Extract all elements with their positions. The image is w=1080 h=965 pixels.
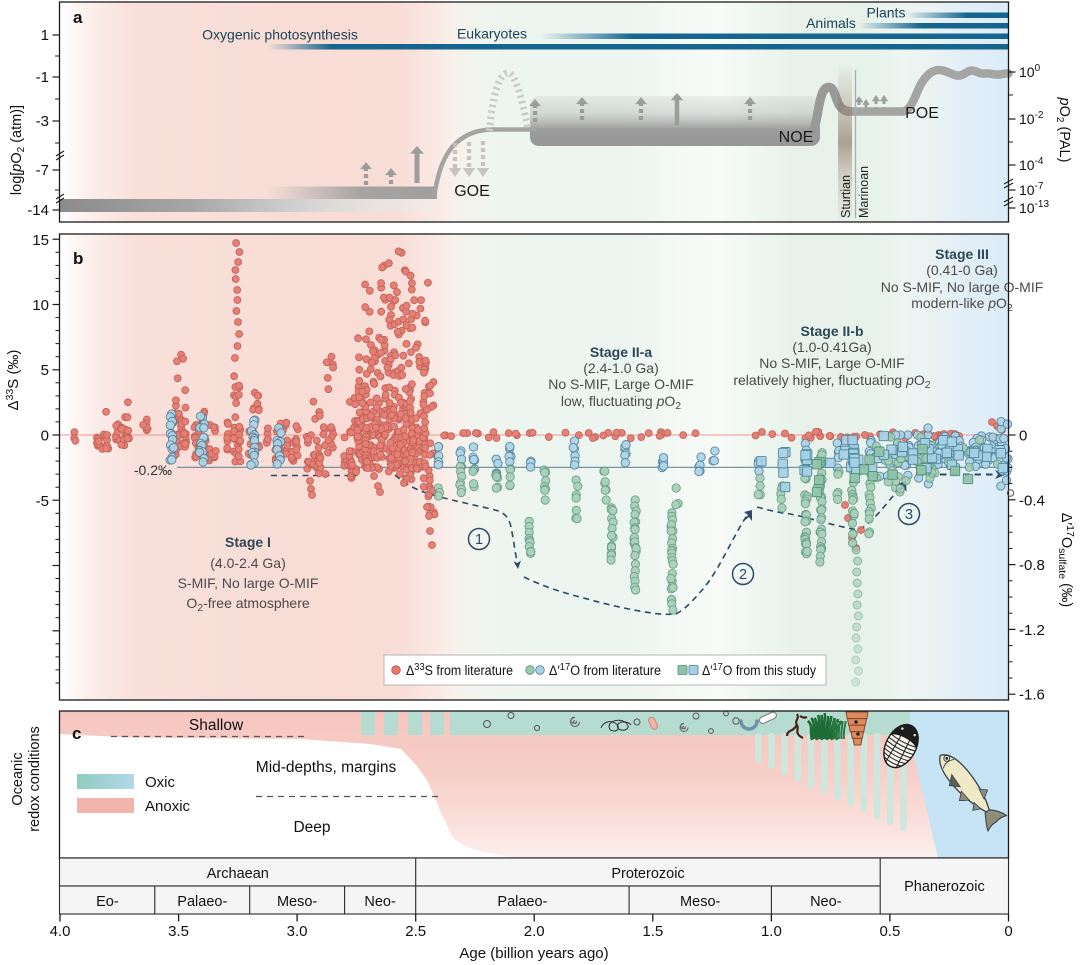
svg-text:Oceanicredox conditions: Oceanicredox conditions bbox=[10, 726, 43, 832]
svg-text:2.0: 2.0 bbox=[524, 923, 545, 940]
svg-text:4.0: 4.0 bbox=[50, 923, 71, 940]
svg-text:Eukaryotes: Eukaryotes bbox=[457, 26, 527, 42]
svg-text:Δ′17O from literature: Δ′17O from literature bbox=[549, 662, 661, 678]
svg-text:Stage II-b: Stage II-b bbox=[800, 323, 863, 339]
svg-text:a: a bbox=[73, 8, 83, 27]
svg-text:pO2 (PAL): pO2 (PAL) bbox=[1054, 97, 1072, 163]
svg-text:GOE: GOE bbox=[454, 183, 490, 200]
svg-text:-0.2‰: -0.2‰ bbox=[134, 462, 172, 478]
svg-text:-14: -14 bbox=[27, 202, 49, 219]
svg-text:Oxygenic photosynthesis: Oxygenic photosynthesis bbox=[202, 27, 358, 43]
svg-text:Palaeo-: Palaeo- bbox=[497, 894, 547, 910]
svg-text:1: 1 bbox=[475, 532, 483, 548]
svg-text:Marinoan: Marinoan bbox=[857, 166, 871, 218]
svg-text:(2.4-1.0 Ga): (2.4-1.0 Ga) bbox=[583, 360, 658, 376]
svg-text:2.5: 2.5 bbox=[405, 923, 426, 940]
svg-text:Sturtian: Sturtian bbox=[839, 175, 853, 218]
svg-text:Stage I: Stage I bbox=[225, 534, 271, 550]
svg-text:(4.0-2.4 Ga): (4.0-2.4 Ga) bbox=[210, 555, 285, 571]
svg-text:Proterozoic: Proterozoic bbox=[611, 866, 684, 882]
svg-text:10: 10 bbox=[32, 297, 49, 314]
svg-text:3.5: 3.5 bbox=[168, 923, 189, 940]
svg-text:0.5: 0.5 bbox=[879, 923, 900, 940]
svg-text:15: 15 bbox=[32, 232, 49, 249]
svg-text:1: 1 bbox=[41, 27, 49, 44]
svg-text:Δ′17Osulfate (‰): Δ′17Osulfate (‰) bbox=[1056, 513, 1076, 608]
svg-text:Δ33S (‰): Δ33S (‰) bbox=[4, 350, 22, 411]
svg-text:Meso-: Meso- bbox=[277, 894, 317, 910]
svg-text:0: 0 bbox=[1004, 923, 1012, 940]
svg-text:No S-MIF, Large O-MIF: No S-MIF, Large O-MIF bbox=[759, 355, 904, 371]
svg-text:modern-like pO2: modern-like pO2 bbox=[911, 295, 1013, 314]
svg-text:-7: -7 bbox=[36, 162, 49, 179]
svg-text:Deep: Deep bbox=[293, 819, 330, 836]
svg-text:S-MIF, No large O-MIF: S-MIF, No large O-MIF bbox=[178, 575, 319, 591]
svg-text:Animals: Animals bbox=[806, 15, 856, 31]
svg-text:Neo-: Neo- bbox=[364, 894, 396, 910]
svg-text:-1.2: -1.2 bbox=[1019, 622, 1045, 639]
svg-text:low, fluctuating pO2: low, fluctuating pO2 bbox=[561, 393, 681, 412]
svg-text:No S-MIF, Large O-MIF: No S-MIF, Large O-MIF bbox=[548, 376, 693, 392]
svg-text:3: 3 bbox=[905, 507, 913, 523]
svg-text:Phanerozoic: Phanerozoic bbox=[904, 879, 985, 895]
svg-text:(1.0-0.41Ga): (1.0-0.41Ga) bbox=[792, 339, 871, 355]
svg-text:Plants: Plants bbox=[867, 5, 906, 21]
svg-text:Meso-: Meso- bbox=[680, 894, 720, 910]
svg-text:2: 2 bbox=[739, 567, 747, 583]
svg-text:3.0: 3.0 bbox=[287, 923, 308, 940]
svg-text:5: 5 bbox=[41, 362, 49, 379]
svg-text:-0.4: -0.4 bbox=[1019, 492, 1045, 509]
svg-text:Stage III: Stage III bbox=[935, 246, 989, 262]
svg-text:(0.41-0 Ga): (0.41-0 Ga) bbox=[926, 262, 998, 278]
svg-text:Oxic: Oxic bbox=[145, 774, 176, 791]
svg-text:Age (billion years ago): Age (billion years ago) bbox=[459, 945, 608, 962]
svg-text:Neo-: Neo- bbox=[810, 894, 842, 910]
svg-text:Palaeo-: Palaeo- bbox=[177, 894, 227, 910]
svg-text:No S-MIF, No large O-MIF: No S-MIF, No large O-MIF bbox=[881, 279, 1044, 295]
svg-text:O2-free atmosphere: O2-free atmosphere bbox=[186, 595, 310, 614]
svg-text:Mid-depths, margins: Mid-depths, margins bbox=[256, 759, 397, 776]
svg-text:Archaean: Archaean bbox=[207, 866, 269, 882]
svg-text:Eo-: Eo- bbox=[96, 894, 119, 910]
svg-text:Anoxic: Anoxic bbox=[145, 798, 191, 815]
svg-text:-1: -1 bbox=[36, 69, 49, 86]
svg-text:Δ′17O from this study: Δ′17O from this study bbox=[702, 662, 816, 678]
svg-text:NOE: NOE bbox=[779, 129, 814, 146]
svg-text:POE: POE bbox=[905, 105, 939, 122]
svg-text:0: 0 bbox=[1019, 428, 1027, 445]
svg-text:-3: -3 bbox=[36, 113, 49, 130]
svg-text:-0.8: -0.8 bbox=[1019, 557, 1045, 574]
svg-text:Δ33S from literature: Δ33S from literature bbox=[406, 662, 513, 678]
svg-text:Stage II-a: Stage II-a bbox=[590, 344, 652, 360]
svg-text:Shallow: Shallow bbox=[189, 717, 244, 734]
svg-text:log[pO2 (atm)]: log[pO2 (atm)] bbox=[9, 105, 27, 195]
svg-text:relatively higher, fluctuating: relatively higher, fluctuating pO2 bbox=[733, 372, 930, 391]
svg-text:1.5: 1.5 bbox=[642, 923, 663, 940]
svg-text:b: b bbox=[73, 249, 83, 268]
svg-text:-5: -5 bbox=[36, 493, 49, 510]
svg-text:1.0: 1.0 bbox=[761, 923, 782, 940]
svg-text:c: c bbox=[72, 724, 81, 743]
svg-text:0: 0 bbox=[41, 428, 49, 445]
svg-text:-1.6: -1.6 bbox=[1019, 687, 1045, 704]
